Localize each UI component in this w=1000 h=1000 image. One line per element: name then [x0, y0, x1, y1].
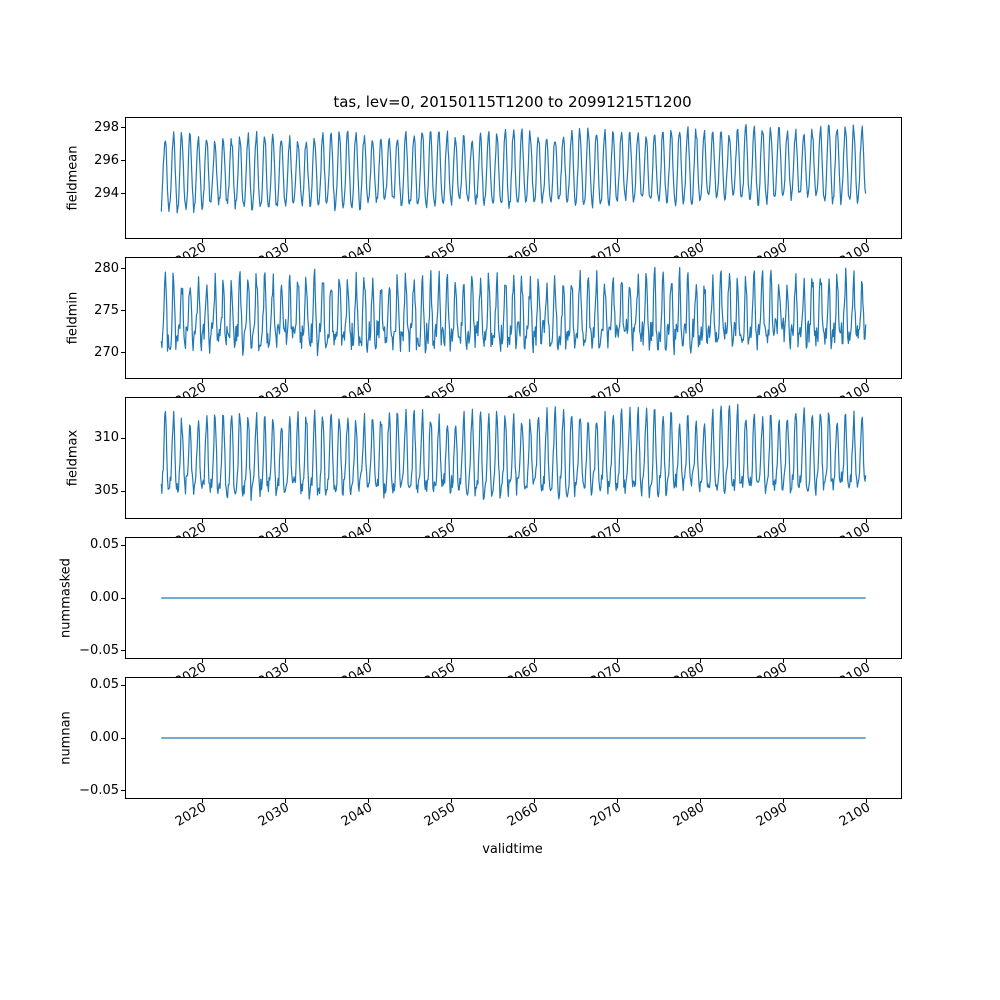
- x-tick-mark: [699, 798, 701, 803]
- y-tick-mark: [121, 650, 126, 652]
- x-tick-label: 2080: [670, 800, 708, 830]
- x-tick-mark: [367, 798, 369, 803]
- x-tick-label: 2100: [836, 800, 874, 830]
- x-tick-mark: [533, 378, 535, 383]
- x-tick-mark: [865, 518, 867, 523]
- x-tick-mark: [616, 238, 618, 243]
- x-tick-mark: [367, 518, 369, 523]
- x-tick-mark: [616, 658, 618, 663]
- x-axis-label: validtime: [482, 842, 543, 857]
- x-tick-mark: [367, 238, 369, 243]
- y-tick-mark: [121, 193, 126, 195]
- y-tick-label: 270: [94, 344, 119, 360]
- plot-area-fieldmin: [160, 266, 867, 357]
- x-tick-mark: [450, 238, 452, 243]
- y-tick-mark: [121, 737, 126, 739]
- x-tick-label: 2070: [588, 800, 625, 830]
- plot-line-fieldmin: [160, 266, 867, 357]
- x-tick-mark: [450, 798, 452, 803]
- y-tick-label: 298: [94, 119, 119, 135]
- y-tick-label: 310: [94, 430, 119, 446]
- x-tick-label: 2020: [173, 800, 210, 830]
- subplot-fieldmean: fieldmean 294 296 298 2020 2030 2040 2050 2060 2…: [66, 117, 902, 270]
- y-tick-label: 0.00: [90, 730, 119, 745]
- plot-area-numnan: [161, 737, 866, 739]
- x-tick-mark: [782, 518, 784, 523]
- x-tick-mark: [616, 518, 618, 523]
- x-tick-mark: [782, 238, 784, 243]
- plot-line-fieldmax: [160, 403, 867, 502]
- subplot-nummasked: nummasked −0.05 0.00 0.05 2020 2030 2040 2050 2…: [59, 537, 902, 690]
- plot-line-fieldmean: [160, 124, 867, 214]
- x-tick-mark: [450, 378, 452, 383]
- x-tick-mark: [450, 518, 452, 523]
- y-tick-mark: [121, 310, 126, 312]
- x-tick-mark: [533, 518, 535, 523]
- y-tick-mark: [121, 437, 126, 439]
- y-tick-mark: [121, 352, 126, 354]
- x-tick-mark: [616, 378, 618, 383]
- x-tick-mark: [865, 658, 867, 663]
- x-tick-mark: [201, 658, 203, 663]
- x-tick-mark: [450, 658, 452, 663]
- y-tick-label: 275: [94, 302, 119, 318]
- subplot-fieldmax: fieldmax 305 310 2020 2030 2040 2050 2060 2070 2…: [66, 397, 902, 550]
- x-tick-mark: [699, 658, 701, 663]
- x-tick-mark: [699, 518, 701, 523]
- subplot-fieldmin: fieldmin 270 275 280 2020 2030 2040 2050 2060 20…: [66, 257, 902, 410]
- y-tick-mark: [121, 127, 126, 129]
- plot-area-nummasked: [161, 597, 866, 599]
- x-tick-mark: [699, 238, 701, 243]
- x-tick-label: 2060: [505, 800, 542, 830]
- x-tick-mark: [284, 518, 286, 523]
- x-tick-mark: [533, 798, 535, 803]
- y-tick-label: 0.05: [90, 677, 119, 693]
- x-tick-mark: [284, 238, 286, 243]
- y-tick-label: −0.05: [79, 642, 119, 658]
- chart-title: tas, lev=0, 20150115T1200 to 20991215T12…: [333, 93, 692, 111]
- x-tick-mark: [201, 378, 203, 383]
- y-tick-label: −0.05: [79, 782, 119, 798]
- x-tick-mark: [699, 378, 701, 383]
- x-tick-mark: [865, 798, 867, 803]
- y-tick-label: 0.00: [90, 590, 119, 605]
- x-tick-mark: [367, 378, 369, 383]
- plot-area-fieldmax: [160, 403, 867, 502]
- x-tick-label: 2040: [339, 800, 376, 830]
- x-tick-mark: [533, 658, 535, 663]
- y-tick-label: 294: [94, 185, 119, 201]
- x-tick-mark: [201, 798, 203, 803]
- y-tick-mark: [121, 160, 126, 162]
- x-tick-mark: [284, 798, 286, 803]
- x-tick-mark: [782, 658, 784, 663]
- x-tick-label: 2050: [422, 800, 459, 830]
- y-tick-mark: [121, 544, 126, 546]
- x-tick-label: 2090: [753, 800, 791, 830]
- x-tick-label: 2030: [256, 800, 293, 830]
- y-tick-mark: [121, 790, 126, 792]
- x-tick-mark: [367, 658, 369, 663]
- y-tick-label: 280: [94, 260, 119, 276]
- x-tick-mark: [201, 518, 203, 523]
- y-tick-mark: [121, 268, 126, 270]
- subplot-numnan: numnan −0.05 0.00 0.05 2020 2030 2040 2050 2060…: [59, 677, 902, 830]
- y-axis-label-fieldmin: fieldmin: [65, 291, 81, 345]
- x-tick-mark: [865, 378, 867, 383]
- x-tick-mark: [782, 378, 784, 383]
- y-tick-mark: [121, 597, 126, 599]
- y-tick-mark: [121, 684, 126, 686]
- x-tick-mark: [284, 378, 286, 383]
- y-tick-label: 0.05: [90, 537, 119, 553]
- x-tick-mark: [284, 658, 286, 663]
- y-tick-label: 296: [94, 152, 119, 168]
- x-tick-mark: [201, 238, 203, 243]
- plot-area-fieldmean: [160, 124, 867, 214]
- x-tick-mark: [865, 238, 867, 243]
- y-tick-mark: [121, 490, 126, 492]
- y-tick-label: 305: [94, 483, 119, 499]
- x-tick-mark: [782, 798, 784, 803]
- x-tick-mark: [533, 238, 535, 243]
- x-tick-mark: [616, 798, 618, 803]
